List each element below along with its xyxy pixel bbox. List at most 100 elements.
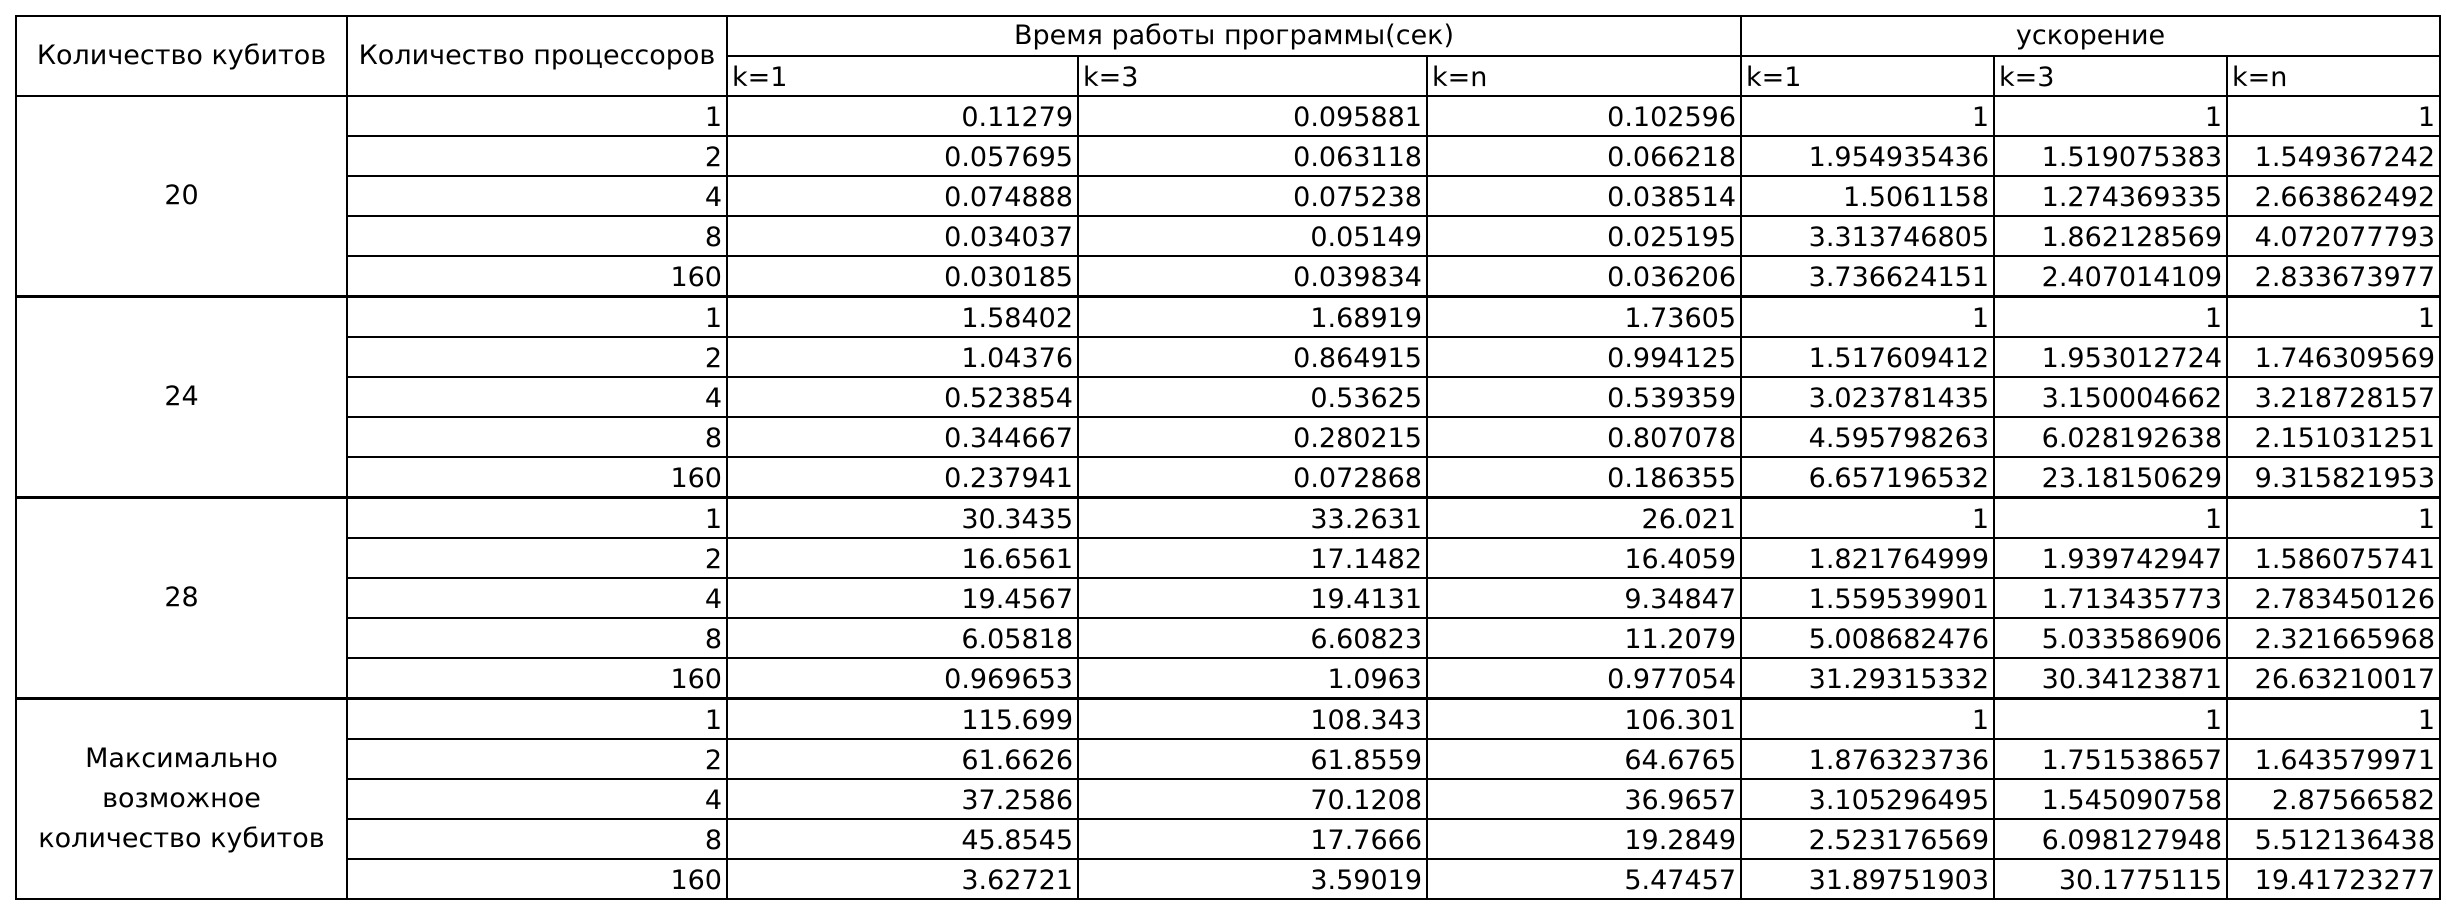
- speedup-k1-cell: 5.008682476: [1740, 617, 1996, 659]
- header-speedup-k1: k=1: [1740, 55, 1996, 97]
- time-k3-cell: 0.53625: [1077, 376, 1428, 418]
- header-speedup-kn: k=n: [2226, 55, 2442, 97]
- speedup-kn-cell: 2.151031251: [2226, 416, 2442, 458]
- speedup-k1-cell: 1.821764999: [1740, 537, 1996, 579]
- processors-cell: 160: [346, 858, 728, 900]
- processors-cell: 160: [346, 657, 728, 700]
- time-k1-cell: 0.969653: [726, 657, 1079, 700]
- table-row: 4 0.074888 0.075238 0.038514 1.5061158 1.2743…: [16, 175, 2442, 217]
- speedup-k3-cell: 1.519075383: [1993, 135, 2229, 177]
- table-row: 160 0.969653 1.0963 0.977054 31.29315332 30.3…: [16, 657, 2442, 700]
- table-row: 160 0.237941 0.072868 0.186355 6.657196532 23…: [16, 456, 2442, 499]
- table-row: 4 19.4567 19.4131 9.34847 1.559539901 1.71343…: [16, 577, 2442, 619]
- speedup-k1-cell: 1.954935436: [1740, 135, 1996, 177]
- time-k1-cell: 0.030185: [726, 255, 1079, 298]
- processors-cell: 4: [346, 778, 728, 820]
- speedup-kn-cell: 1.586075741: [2226, 537, 2442, 579]
- speedup-k3-cell: 1.545090758: [1993, 778, 2229, 820]
- speedup-k3-cell: 30.1775115: [1993, 858, 2229, 900]
- speedup-k3-cell: 30.34123871: [1993, 657, 2229, 700]
- processors-cell: 2: [346, 336, 728, 378]
- speedup-kn-cell: 4.072077793: [2226, 215, 2442, 257]
- speedup-kn-cell: 1.746309569: [2226, 336, 2442, 378]
- speedup-k1-cell: 1: [1740, 95, 1996, 137]
- speedup-kn-cell: 1.643579971: [2226, 738, 2442, 780]
- speedup-k3-cell: 5.033586906: [1993, 617, 2229, 659]
- time-k3-cell: 33.2631: [1077, 496, 1428, 539]
- processors-cell: 4: [346, 376, 728, 418]
- processors-cell: 8: [346, 617, 728, 659]
- table-row: Максимально возможное количество кубитов…: [15, 697, 2442, 900]
- speedup-k3-cell: 1: [1993, 697, 2229, 740]
- time-kn-cell: 0.539359: [1425, 376, 1743, 418]
- table-row: 8 6.05818 6.60823 11.2079 5.008682476 5.03358…: [16, 617, 2442, 659]
- time-k3-cell: 0.280215: [1077, 416, 1428, 458]
- header-row-top: Количество кубитов Количество процессоро…: [15, 15, 2442, 97]
- time-k3-cell: 0.063118: [1077, 135, 1428, 177]
- header-qubits: Количество кубитов: [15, 15, 348, 97]
- time-k3-cell: 61.8559: [1077, 738, 1428, 780]
- table-row: 4 37.2586 70.1208 36.9657 3.105296495 1.54509…: [16, 778, 2442, 820]
- processors-cell: 2: [346, 537, 728, 579]
- time-k3-cell: 17.1482: [1077, 537, 1428, 579]
- speedup-k1-cell: 1: [1740, 496, 1996, 539]
- qubits-group-cell: 24: [15, 295, 348, 499]
- processors-cell: 4: [346, 175, 728, 217]
- speedup-k3-cell: 1.751538657: [1993, 738, 2229, 780]
- time-kn-cell: 1.73605: [1425, 295, 1743, 338]
- speedup-k3-cell: 1.274369335: [1993, 175, 2229, 217]
- time-kn-cell: 19.2849: [1425, 818, 1743, 860]
- speedup-kn-cell: 2.833673977: [2226, 255, 2442, 298]
- time-k3-cell: 0.039834: [1077, 255, 1428, 298]
- time-kn-cell: 36.9657: [1425, 778, 1743, 820]
- time-k1-cell: 30.3435: [726, 496, 1079, 539]
- speedup-k1-cell: 1: [1740, 697, 1996, 740]
- time-k1-cell: 61.6626: [726, 738, 1079, 780]
- speedup-k3-cell: 6.098127948: [1993, 818, 2229, 860]
- time-k1-cell: 0.237941: [726, 456, 1079, 499]
- table-row: 24 1 1.58402 1.68919 1.73605 1 1 1: [15, 295, 2442, 499]
- header-time-group: Время работы программы(сек): [725, 15, 1743, 57]
- time-k1-cell: 115.699: [726, 697, 1079, 740]
- time-kn-cell: 0.066218: [1425, 135, 1743, 177]
- time-kn-cell: 11.2079: [1425, 617, 1743, 659]
- header-time-kn: k=n: [1425, 55, 1743, 97]
- processors-cell: 1: [346, 295, 728, 338]
- table-row: 2 16.6561 17.1482 16.4059 1.821764999 1.93974…: [16, 537, 2442, 579]
- time-kn-cell: 0.994125: [1425, 336, 1743, 378]
- speedup-k3-cell: 2.407014109: [1993, 255, 2229, 298]
- time-kn-cell: 0.807078: [1425, 416, 1743, 458]
- processors-cell: 8: [346, 416, 728, 458]
- processors-cell: 1: [346, 95, 728, 137]
- table-row: 8 0.034037 0.05149 0.025195 3.313746805 1.862…: [16, 215, 2442, 257]
- time-k1-cell: 0.523854: [726, 376, 1079, 418]
- speedup-k3-cell: 1.939742947: [1993, 537, 2229, 579]
- speedup-k3-cell: 6.028192638: [1993, 416, 2229, 458]
- processors-cell: 1: [346, 697, 728, 740]
- time-k1-cell: 0.057695: [726, 135, 1079, 177]
- processors-cell: 2: [346, 738, 728, 780]
- qubits-group-cell: 20: [15, 95, 348, 298]
- speedup-kn-cell: 9.315821953: [2226, 456, 2442, 499]
- time-k3-cell: 0.864915: [1077, 336, 1428, 378]
- time-kn-cell: 0.186355: [1425, 456, 1743, 499]
- table-row: 160 0.030185 0.039834 0.036206 3.736624151 2.…: [16, 255, 2442, 298]
- speedup-k1-cell: 3.105296495: [1740, 778, 1996, 820]
- speedup-k1-cell: 6.657196532: [1740, 456, 1996, 499]
- header-row-sub: k=1 k=3 k=n k=1 k=3 k=n: [16, 55, 2442, 97]
- header-speedup-group: ускорение: [1740, 15, 2442, 57]
- speedup-kn-cell: 2.783450126: [2226, 577, 2442, 619]
- processors-cell: 160: [346, 456, 728, 499]
- time-kn-cell: 9.34847: [1425, 577, 1743, 619]
- table-row: 28 1 30.3435 33.2631 26.021 1 1 1: [15, 496, 2442, 700]
- speedup-k1-cell: 4.595798263: [1740, 416, 1996, 458]
- processors-cell: 8: [346, 818, 728, 860]
- processors-cell: 2: [346, 135, 728, 177]
- table-body: 20 1 0.11279 0.095881 0.102596 1 1 1 2 0.057695 0.…: [15, 95, 2442, 900]
- speedup-k1-cell: 3.023781435: [1740, 376, 1996, 418]
- speedup-kn-cell: 3.218728157: [2226, 376, 2442, 418]
- time-kn-cell: 0.025195: [1425, 215, 1743, 257]
- time-k1-cell: 0.344667: [726, 416, 1079, 458]
- time-k3-cell: 19.4131: [1077, 577, 1428, 619]
- time-k3-cell: 6.60823: [1077, 617, 1428, 659]
